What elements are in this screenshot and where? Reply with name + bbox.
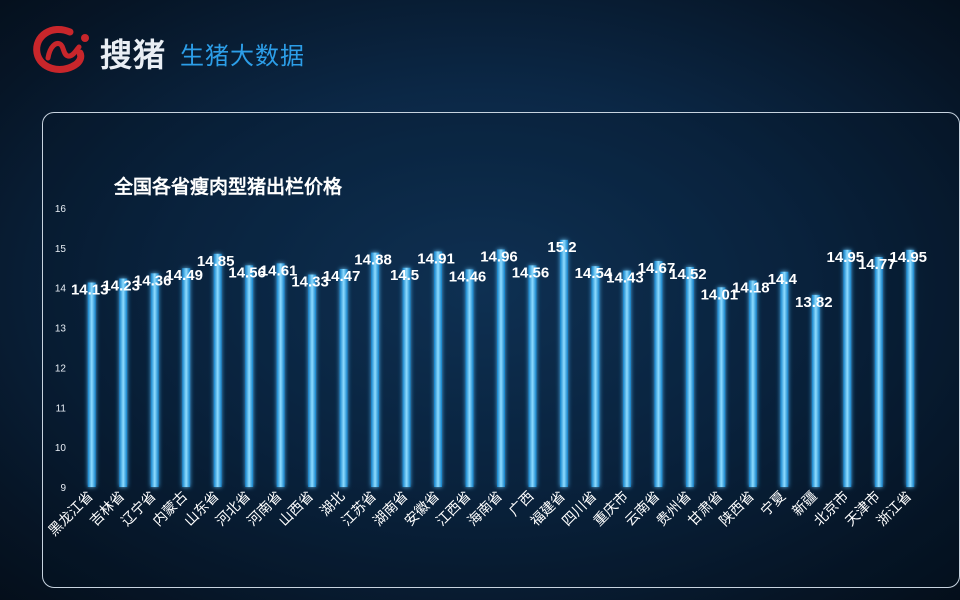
data-label: 14.52 [669,266,707,283]
x-tick-label: 云南省 [622,489,663,530]
x-tick-label: 辽宁省 [118,488,160,530]
bar [213,253,222,487]
bar [245,265,254,487]
x-tick-label: 山东省 [181,489,222,530]
x-tick-label: 山西省 [276,489,317,530]
bar [717,287,726,487]
bar [308,274,317,487]
y-tick-label: 15 [55,244,67,255]
data-label: 13.82 [795,294,833,311]
bar [811,294,820,487]
bar [402,267,411,487]
bar [622,270,631,487]
bar [182,268,191,487]
x-tick-label: 宁夏 [757,488,789,520]
data-label: 14.96 [480,248,518,265]
data-label: 14.23 [102,278,140,295]
bars [87,239,915,487]
bar [780,271,789,487]
y-tick-label: 16 [55,204,67,215]
bar [748,280,757,487]
data-label: 14.5 [390,267,419,284]
x-tick-label: 四川省 [559,489,600,530]
data-label: 14.67 [638,260,676,277]
x-tick-label: 江苏省 [339,489,380,530]
bar [87,282,96,487]
x-tick-label: 河南省 [244,489,285,530]
y-tick-label: 10 [55,443,67,454]
bar [591,266,600,487]
data-label: 14.91 [417,250,455,267]
brand-logo: 搜猪 生猪大数据 [30,22,350,78]
data-label: 14.47 [323,268,361,285]
data-label: 14.88 [354,252,392,269]
x-tick-label: 内蒙古 [150,489,191,530]
bar [465,269,474,487]
bar [654,261,663,487]
bar [685,266,694,487]
brand-name: 搜猪 [100,36,167,74]
bar [528,265,537,487]
data-label: 15.2 [547,239,576,256]
data-label: 14.77 [858,256,896,273]
bar [119,278,128,487]
bar [559,239,568,487]
x-tick-label: 天津市 [842,488,884,530]
data-label: 14.49 [165,267,203,284]
data-label: 14.95 [889,249,927,266]
x-tick-label: 重庆市 [590,488,632,530]
data-label: 14.56 [512,264,550,281]
brand-logo-icon [33,26,89,73]
bar [276,263,285,487]
bar [906,249,915,487]
data-label: 14.01 [701,286,739,303]
x-tick-label: 湖南省 [370,489,411,530]
data-label: 14.46 [449,268,487,285]
data-label: 14.13 [71,282,109,299]
bar [339,268,348,487]
data-label: 14.33 [291,274,329,291]
y-tick-label: 9 [60,483,66,494]
x-tick-label: 安徽省 [402,489,443,530]
x-tick-label: 福建省 [528,489,569,530]
data-label: 14.61 [260,262,298,279]
brand-slogan: 生猪大数据 [180,42,305,70]
y-tick-label: 13 [55,324,67,335]
x-tick-label: 贵州省 [654,489,695,530]
bar [843,249,852,487]
y-tick-label: 11 [56,403,67,414]
bar [371,252,380,487]
x-tick-label: 陕西省 [717,489,758,530]
x-tick-label: 黑龙江省 [46,489,97,540]
y-tick-label: 14 [55,284,67,295]
x-tick-label: 浙江省 [874,489,915,530]
data-label: 14.18 [732,280,770,297]
chart-title: 全国各省瘦肉型猪出栏价格 [114,176,343,198]
data-labels: 14.1314.2314.3614.4914.8514.5614.6114.33… [71,239,927,311]
x-tick-label: 河北省 [213,489,254,530]
data-label: 14.36 [134,272,172,289]
x-tick-label: 甘肃省 [685,489,726,530]
data-label: 14.56 [228,264,266,281]
x-tick-label: 海南省 [465,489,506,530]
data-label: 14.43 [606,270,644,287]
y-tick-label: 12 [55,363,67,374]
bar [150,273,159,487]
x-tick-label: 江西省 [433,489,474,530]
bar [874,257,883,487]
data-label: 14.95 [827,249,865,266]
bar [434,251,443,487]
bar [497,249,505,487]
data-label: 14.4 [768,271,798,288]
x-tick-label: 北京市 [810,488,852,530]
data-label: 14.54 [575,265,613,282]
x-tick-label: 吉林省 [87,489,128,530]
y-axis: 9 10 11 12 13 14 15 16 [55,204,67,494]
data-label: 14.85 [197,253,235,270]
